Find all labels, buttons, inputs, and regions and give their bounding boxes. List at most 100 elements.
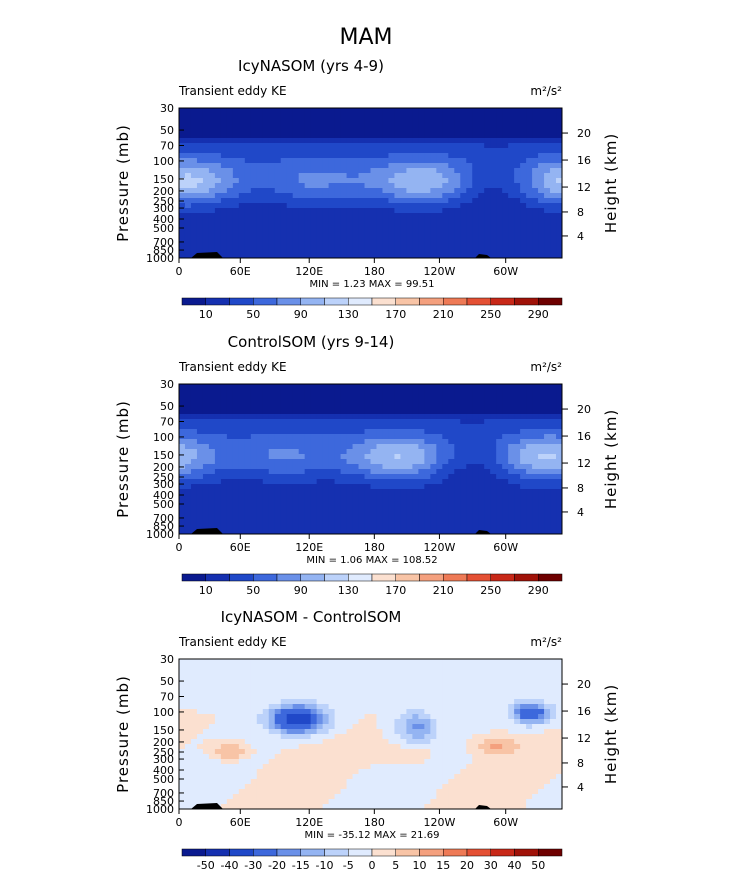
field-cell	[370, 108, 378, 114]
field-cell	[352, 183, 360, 189]
field-cell	[424, 389, 431, 395]
field-cell	[220, 213, 228, 219]
field-cell	[532, 143, 539, 149]
field-cell	[202, 238, 210, 244]
field-cell	[370, 203, 378, 209]
field-cell	[334, 444, 342, 450]
field-cell	[352, 123, 360, 129]
field-cell	[508, 158, 515, 164]
field-cell	[388, 153, 396, 159]
field-cell	[232, 128, 240, 134]
field-cell	[538, 499, 545, 505]
field-cell	[316, 474, 324, 480]
field-cell	[202, 729, 210, 735]
field-cell	[520, 163, 527, 169]
field-cell	[220, 529, 228, 534]
field-cell	[412, 228, 419, 234]
field-cell	[268, 429, 276, 435]
field-cell	[304, 419, 312, 425]
field-cell	[250, 248, 258, 254]
field-cell	[430, 158, 437, 164]
field-cell	[484, 178, 491, 184]
field-cell	[214, 138, 222, 144]
colorbar-swatch	[324, 297, 349, 306]
field-cell	[304, 694, 312, 700]
field-cell	[208, 108, 216, 114]
field-cell	[304, 714, 312, 720]
field-cell	[430, 188, 437, 194]
field-cell	[334, 429, 342, 435]
field-cell	[442, 524, 449, 530]
field-cell	[496, 459, 503, 465]
field-cell	[508, 499, 515, 505]
field-cell	[406, 679, 413, 685]
field-cell	[466, 138, 473, 144]
field-cell	[442, 158, 449, 164]
field-cell	[466, 118, 473, 124]
field-cell	[190, 449, 198, 455]
field-cell	[520, 679, 527, 685]
field-cell	[502, 514, 509, 520]
field-cell	[550, 228, 557, 234]
field-cell	[496, 148, 503, 154]
field-cell	[550, 714, 557, 720]
field-cell	[286, 409, 294, 415]
field-cell	[424, 499, 431, 505]
field-cell	[532, 719, 539, 725]
field-cell	[286, 499, 294, 505]
field-cell	[364, 113, 372, 119]
field-cell	[304, 469, 312, 475]
field-cell	[556, 203, 562, 209]
field-cell	[244, 459, 252, 465]
field-cell	[394, 494, 402, 500]
field-cell	[340, 128, 348, 134]
field-cell	[358, 384, 366, 390]
field-cell	[460, 203, 467, 209]
field-cell	[556, 529, 562, 534]
field-cell	[448, 444, 455, 450]
field-cell	[286, 384, 294, 390]
field-cell	[304, 118, 312, 124]
field-cell	[370, 168, 378, 174]
field-cell	[304, 218, 312, 224]
field-cell	[220, 519, 228, 525]
field-cell	[406, 459, 413, 465]
field-cell	[442, 529, 449, 534]
field-cell	[238, 714, 246, 720]
x-tick-label: 180	[364, 541, 385, 554]
field-cell	[472, 409, 479, 415]
field-cell	[286, 248, 294, 254]
field-cell	[484, 424, 491, 430]
field-cell	[208, 228, 216, 234]
field-cell	[352, 514, 360, 520]
field-cell	[292, 248, 300, 254]
field-cell	[442, 238, 449, 244]
field-cell	[550, 253, 557, 258]
field-cell	[370, 529, 378, 534]
field-cell	[304, 674, 312, 680]
field-cell	[454, 223, 461, 229]
field-cell	[544, 479, 551, 485]
field-cell	[268, 529, 276, 534]
field-cell	[442, 228, 449, 234]
field-cell	[196, 138, 204, 144]
field-cell	[190, 699, 198, 705]
field-cell	[526, 439, 533, 445]
field-cell	[442, 384, 449, 390]
field-cell	[214, 243, 222, 249]
field-cell	[364, 193, 372, 199]
field-cell	[286, 474, 294, 480]
field-cell	[226, 168, 234, 174]
field-cell	[292, 489, 300, 495]
field-cell	[370, 143, 378, 149]
field-cell	[454, 228, 461, 234]
field-cell	[538, 729, 545, 735]
field-cell	[538, 113, 545, 119]
field-cell	[322, 173, 330, 179]
field-cell	[382, 699, 390, 705]
field-cell	[412, 188, 419, 194]
field-cell	[406, 248, 413, 254]
field-cell	[490, 128, 497, 134]
field-cell	[532, 173, 539, 179]
field-cell	[184, 514, 192, 520]
